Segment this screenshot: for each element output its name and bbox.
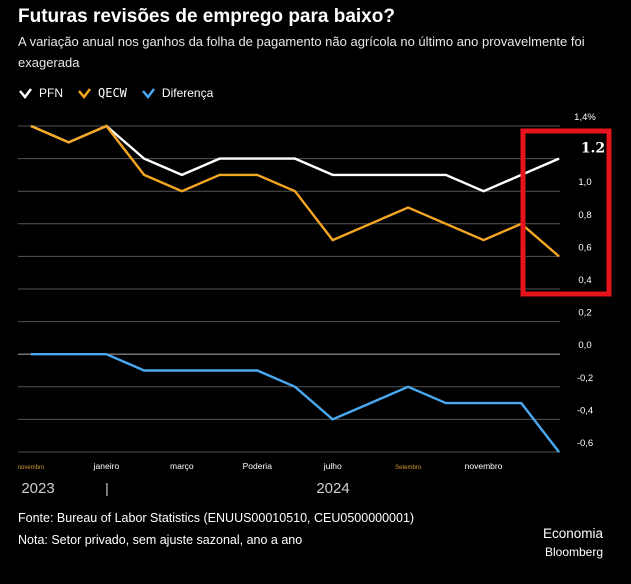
- year-label-2023: 2023: [21, 480, 54, 497]
- y-tick-label: -0,6: [577, 438, 593, 449]
- series-line-qecw: [30, 124, 560, 258]
- x-tick-label: novembro: [18, 465, 45, 471]
- x-tick-label: julho: [323, 461, 342, 471]
- legend-item-diferenca: Diferença: [141, 86, 213, 100]
- series-line-diferena: [31, 353, 560, 453]
- series-line-pfn: [30, 124, 560, 193]
- legend-swatch-qecw-icon: [78, 88, 91, 99]
- line-chart: 1,4% 1.2 1,0 0,8 0,6 0,4 0,2 0,0 -0,2 -0,4 -0,6 nov…: [18, 112, 612, 497]
- legend-item-pfn: PFN: [18, 86, 63, 100]
- y-tick-label: -0,4: [577, 405, 593, 416]
- year-separator: |: [105, 480, 109, 496]
- x-tick-label: Poderia: [243, 461, 273, 471]
- footer: Fonte: Bureau of Labor Statistics (ENUUS…: [18, 510, 608, 548]
- y-tick-label: 0,8: [578, 210, 591, 221]
- brand-section: Economia: [542, 526, 603, 541]
- y-tick-label: 0,6: [578, 242, 591, 253]
- y-tick-label: 1,0: [578, 177, 591, 188]
- legend: PFN QECW Diferença: [18, 86, 227, 100]
- y-tick-label: 0,4: [578, 275, 591, 286]
- legend-label-qecw: QECW: [98, 86, 127, 100]
- source-text: Fonte: Bureau of Labor Statistics (ENUUS…: [18, 511, 415, 525]
- brand-name: Bloomberg: [544, 545, 603, 559]
- y-tick-label: 0,0: [578, 340, 591, 351]
- chart-subtitle: A variação anual nos ganhos da folha de …: [18, 34, 585, 70]
- legend-swatch-diferenca-icon: [141, 88, 155, 99]
- x-tick-label: Setembro: [395, 465, 422, 471]
- y-tick-label: 1,4%: [574, 112, 596, 123]
- x-tick-label: novembro: [465, 461, 503, 471]
- highlight-box: [520, 128, 612, 297]
- legend-label-pfn: PFN: [39, 86, 63, 100]
- y-tick-label: -0,2: [577, 373, 593, 384]
- brand: Economia Bloomberg: [543, 524, 603, 562]
- x-tick-label: janeiro: [93, 461, 120, 471]
- chart-title: Futuras revisões de emprego para baixo?: [18, 6, 395, 27]
- legend-label-diferenca: Diferença: [161, 86, 214, 100]
- x-tick-label: março: [170, 461, 194, 471]
- note-text: Nota: Setor privado, sem ajuste sazonal,…: [18, 533, 303, 547]
- y-tick-label: 1.2: [581, 141, 605, 157]
- y-tick-label: 0,2: [578, 308, 591, 319]
- legend-swatch-pfn-icon: [19, 88, 32, 99]
- legend-item-qecw: QECW: [77, 86, 127, 100]
- year-label-2024: 2024: [316, 480, 349, 497]
